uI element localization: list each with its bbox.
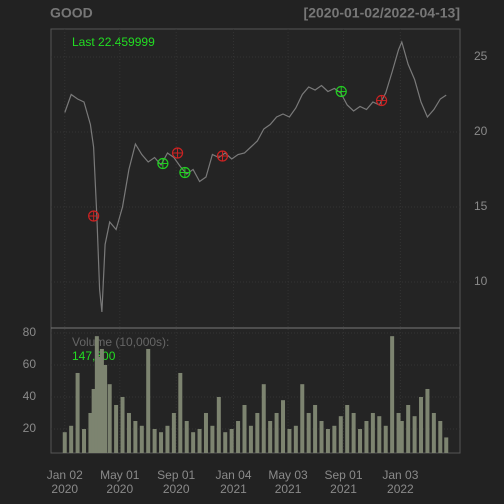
last-value: Last 22.459999 (72, 35, 155, 49)
volume-bar (62, 432, 67, 453)
volume-bar (377, 416, 382, 453)
volume-bar (313, 404, 318, 453)
volume-bar (126, 412, 131, 453)
volume-bar (412, 416, 417, 453)
volume-bar (319, 420, 324, 453)
trade-marker (171, 147, 184, 159)
volume-bar (229, 428, 234, 453)
volume-bar (99, 348, 104, 453)
volume-bar (419, 396, 424, 453)
y-tick-label: 15 (474, 199, 488, 213)
volume-bar (268, 420, 273, 453)
x-tick-label: May 03 2021 (268, 468, 308, 496)
volume-bar (203, 412, 208, 453)
volume-bar (223, 432, 228, 453)
volume-bar (94, 336, 99, 453)
volume-bar (82, 428, 87, 453)
x-tick-label: Jan 04 2021 (215, 468, 251, 496)
volume-bar (210, 425, 215, 453)
volume-bar (255, 412, 260, 453)
volume-bar (358, 428, 363, 453)
volume-bar (444, 437, 449, 453)
volume-bar (390, 336, 395, 453)
trade-marker (157, 157, 169, 170)
volume-bar (306, 412, 311, 453)
volume-bar (178, 372, 183, 453)
volume-bar (370, 412, 375, 453)
volume-bar (338, 416, 343, 453)
volume-bar (425, 388, 430, 453)
volume-bar (114, 404, 119, 453)
y-tick-label: 60 (23, 357, 37, 371)
volume-bar (383, 425, 388, 453)
x-tick-label: May 01 2020 (100, 468, 140, 496)
x-tick-label: Jan 02 2020 (47, 468, 83, 496)
volume-bar (159, 432, 164, 453)
volume-bar (345, 404, 350, 453)
volume-bar (261, 384, 266, 453)
trade-marker (88, 210, 100, 222)
volume-bar (91, 388, 96, 453)
volume-bar (152, 428, 157, 453)
volume-bar (191, 432, 196, 453)
volume-bar (351, 412, 356, 453)
volume-bar (146, 348, 151, 453)
volume-bar (325, 428, 330, 453)
volume-bar (216, 396, 221, 453)
y-tick-label: 40 (23, 389, 37, 403)
volume-bar (120, 396, 125, 453)
volume-bar (75, 372, 80, 453)
volume-bar (165, 425, 170, 453)
volume-bar (332, 425, 337, 453)
y-tick-label: 10 (474, 274, 488, 288)
y-tick-label: 25 (474, 49, 488, 63)
volume-bar (274, 412, 279, 453)
x-tick-label: Jan 03 2022 (382, 468, 418, 496)
y-tick-label: 20 (474, 124, 488, 138)
volume-title: Volume (10,000s): (72, 335, 169, 349)
volume-bar (139, 425, 144, 453)
volume-bar (242, 404, 247, 453)
volume-bar (287, 428, 292, 453)
volume-bar (396, 412, 401, 453)
volume-bar (364, 420, 369, 453)
volume-bar (438, 420, 443, 453)
volume-bar (133, 420, 138, 453)
trade-marker (179, 166, 191, 179)
volume-bar (281, 400, 286, 453)
volume-last: 147,300 (72, 349, 116, 363)
date-range: [2020-01-02/2022-04-13] (304, 5, 460, 21)
volume-bar (248, 425, 253, 453)
volume-bar (97, 356, 102, 453)
trade-marker (375, 94, 388, 107)
y-tick-label: 20 (23, 421, 37, 435)
volume-bar (103, 364, 108, 453)
volume-bar (431, 412, 436, 453)
volume-bar (197, 428, 202, 453)
volume-bar (88, 412, 93, 453)
volume-bar (69, 425, 74, 453)
trade-marker (216, 150, 229, 162)
volume-bar (107, 384, 112, 453)
volume-bar (236, 420, 241, 453)
volume-bar (293, 425, 298, 453)
x-tick-label: Sep 01 2020 (157, 468, 195, 496)
volume-bar (399, 420, 404, 453)
volume-bar (184, 420, 189, 453)
y-tick-label: 80 (23, 325, 37, 339)
volume-bar (300, 384, 305, 453)
trade-marker (335, 85, 347, 98)
volume-bar (171, 412, 176, 453)
chart-title: GOOD (50, 5, 93, 21)
price-line (64, 40, 447, 313)
volume-bar (406, 404, 411, 453)
x-tick-label: Sep 01 2021 (325, 468, 363, 496)
plot-frame (50, 28, 461, 454)
